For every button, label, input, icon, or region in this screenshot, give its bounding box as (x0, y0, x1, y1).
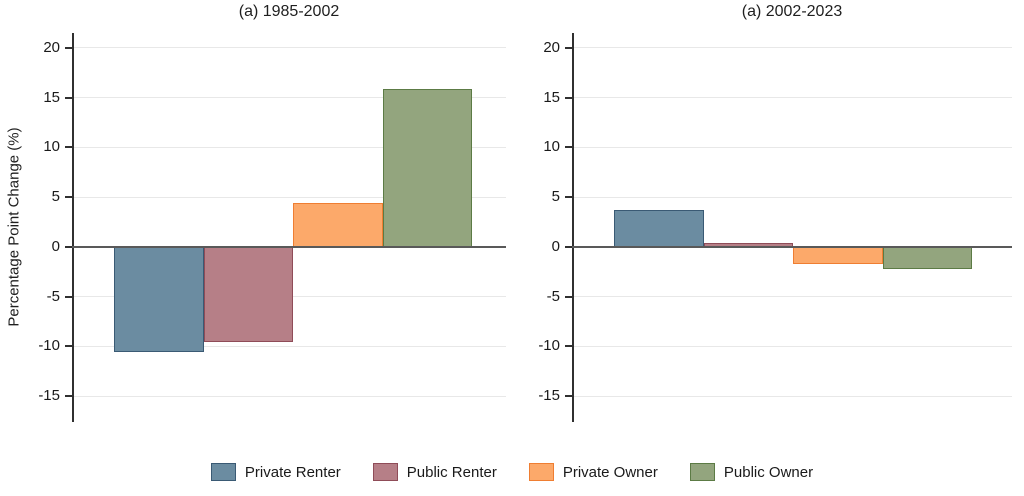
gridline (572, 146, 1012, 148)
gridline (572, 395, 1012, 397)
y-axis-tick (565, 345, 572, 348)
legend-swatch-private-owner (528, 463, 554, 481)
y-axis-tick (565, 46, 572, 49)
y-axis-tick (65, 295, 72, 298)
gridline (572, 47, 1012, 49)
y-axis-line (72, 33, 74, 422)
y-axis-tick-label: 5 (551, 188, 560, 206)
gridline (72, 395, 506, 397)
legend-item-private-renter: Private Renter (210, 463, 341, 481)
y-axis-tick (565, 96, 572, 99)
y-axis-tick (565, 395, 572, 398)
y-axis-tick-label: -10 (538, 337, 560, 355)
gridline (72, 47, 506, 49)
y-axis-tick (65, 196, 72, 199)
bar-public-owner (882, 246, 972, 269)
y-axis-tick-label: 20 (543, 38, 560, 56)
legend-item-private-owner: Private Owner (528, 463, 658, 481)
plot-area-right: 20 15 10 5 0 -5 -10 -15 (538, 33, 1012, 422)
legend-swatch-public-renter (372, 463, 398, 481)
y-axis-tick-label: -15 (38, 387, 60, 405)
y-axis-tick-label: -5 (46, 287, 60, 305)
gridline (72, 196, 506, 198)
bar-private-owner (793, 246, 883, 264)
zero-line (72, 245, 506, 248)
legend-swatch-private-renter (210, 463, 236, 481)
y-axis-tick (65, 345, 72, 348)
legend-label: Private Renter (244, 463, 341, 481)
gridline (572, 345, 1012, 347)
chart-title-left: (a) 1985-2002 (238, 3, 340, 20)
y-axis-tick (565, 146, 572, 149)
gridline (572, 196, 1012, 198)
gridline (572, 97, 1012, 99)
y-axis-tick (565, 295, 572, 298)
legend-item-public-renter: Public Renter (372, 463, 497, 481)
y-axis-tick (65, 395, 72, 398)
gridline (572, 296, 1012, 298)
gridline (72, 97, 506, 99)
y-axis-tick (565, 196, 572, 199)
zero-line (572, 245, 1012, 248)
legend-label: Public Renter (406, 463, 497, 481)
legend-item-public-owner: Public Owner (689, 463, 814, 481)
bar-private-renter (114, 246, 204, 353)
bar-public-renter (203, 246, 293, 343)
y-axis-line (572, 33, 574, 422)
gridline (72, 146, 506, 148)
bar-public-owner (382, 88, 472, 247)
plot-area-left: 20 15 10 5 0 -5 -10 -15 (38, 33, 506, 422)
y-axis-tick-label: 5 (51, 188, 60, 206)
legend-label: Public Owner (723, 463, 814, 481)
bar-private-owner (293, 203, 383, 247)
chart-title-right: (a) 2002-2023 (741, 3, 843, 20)
y-axis-tick (65, 245, 72, 248)
y-axis-tick (565, 245, 572, 248)
y-axis-tick-label: -5 (546, 287, 560, 305)
legend-label: Private Owner (562, 463, 658, 481)
y-axis-tick-label: 15 (543, 88, 560, 106)
bar-private-renter (614, 210, 704, 247)
y-axis-tick-label: 10 (43, 138, 60, 156)
y-axis-tick-label: 10 (543, 138, 560, 156)
y-axis-tick-label: -15 (538, 387, 560, 405)
y-axis-tick-label: 0 (551, 237, 560, 255)
gridline (72, 345, 506, 347)
legend-swatch-public-owner (689, 463, 715, 481)
legend: Private Renter Public Renter Private Own… (0, 458, 1024, 486)
y-axis-tick-label: 0 (51, 237, 60, 255)
y-axis-tick-label: 20 (43, 38, 60, 56)
y-axis-tick-label: 15 (43, 88, 60, 106)
y-axis-tick (65, 146, 72, 149)
y-axis-tick (65, 46, 72, 49)
y-axis-tick (65, 96, 72, 99)
y-axis-tick-label: -10 (38, 337, 60, 355)
